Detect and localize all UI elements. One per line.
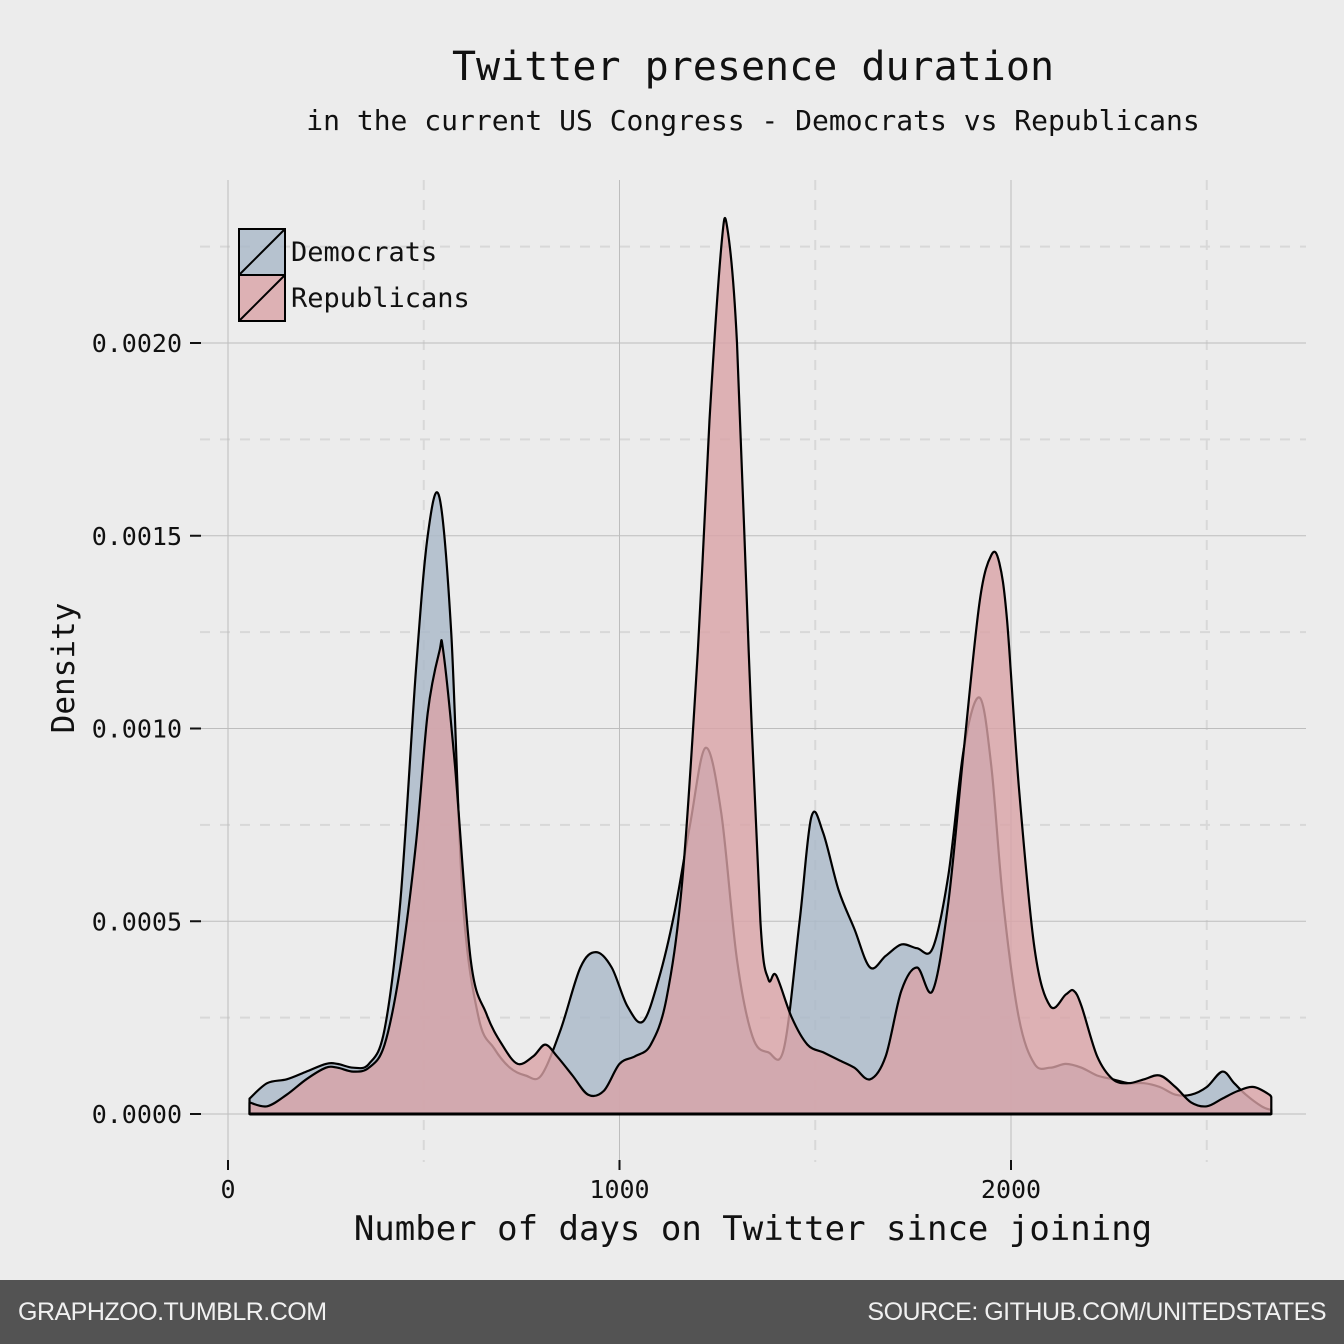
y-tick-label: 0.0000 <box>92 1100 182 1129</box>
footer-site-link[interactable]: GRAPHZOO.TUMBLR.COM <box>18 1297 327 1326</box>
footer-source: SOURCE: GITHUB.COM/UNITEDSTATES <box>867 1297 1326 1326</box>
y-tick-label: 0.0020 <box>92 329 182 358</box>
legend: Democrats Republicans <box>238 228 470 322</box>
axes: 0 1000 2000 0.0000 0.0005 0.0010 0.0015 0.0020 <box>92 329 1041 1204</box>
x-tick-label: 1000 <box>589 1175 649 1204</box>
series-area-republicans <box>248 216 1273 1116</box>
legend-label-republicans: Republicans <box>291 283 470 314</box>
series-layer <box>248 216 1273 1116</box>
y-axis-label: Density <box>46 603 82 734</box>
x-tick-label: 0 <box>220 1175 235 1204</box>
density-chart: 0 1000 20000.00000.00050.00100.00150.0020 … <box>46 44 1306 1249</box>
chart-subtitle: in the current US Congress - Democrats v… <box>306 104 1199 137</box>
x-axis-label: Number of days on Twitter since joining <box>354 1209 1152 1249</box>
minor-grid <box>200 180 1306 1162</box>
y-tick-label: 0.0010 <box>92 715 182 744</box>
x-tick-label: 2000 <box>981 1175 1041 1204</box>
y-tick-label: 0.0015 <box>92 522 182 551</box>
legend-swatch-slash <box>238 228 286 276</box>
legend-swatch-slash <box>238 274 286 322</box>
y-tick-label: 0.0005 <box>92 907 182 936</box>
legend-label-democrats: Democrats <box>291 237 437 268</box>
chart-title: Twitter presence duration <box>452 44 1054 90</box>
footer: GRAPHZOO.TUMBLR.COM SOURCE: GITHUB.COM/U… <box>0 1280 1344 1344</box>
